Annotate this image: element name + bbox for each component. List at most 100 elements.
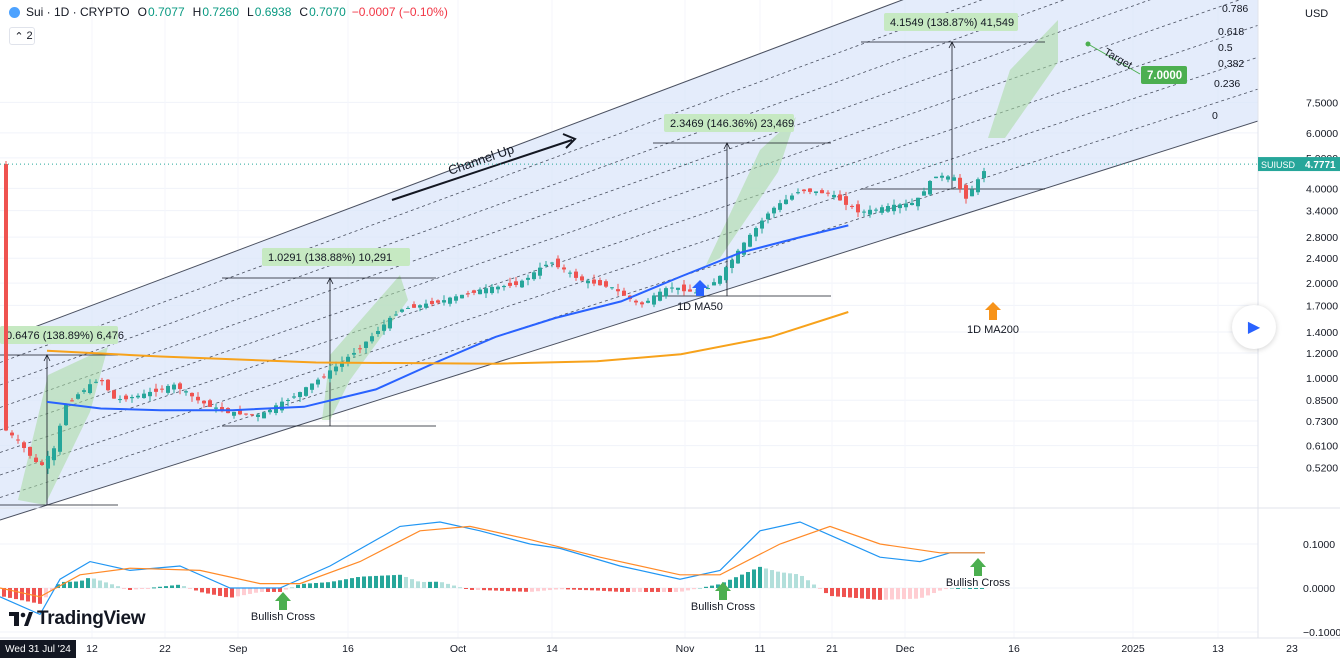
candle-body bbox=[172, 384, 176, 390]
candle-body bbox=[976, 179, 980, 193]
ma200-label: 1D MA200 bbox=[967, 324, 1019, 336]
macd-histogram-bar bbox=[704, 586, 708, 588]
macd-histogram-bar bbox=[908, 588, 912, 599]
macd-histogram-bar bbox=[554, 588, 558, 590]
candle-body bbox=[100, 380, 104, 382]
fib-level-label: 0.786 bbox=[1222, 3, 1248, 15]
symbol-title[interactable]: Sui · 1D · CRYPTO bbox=[26, 5, 130, 19]
macd-histogram-bar bbox=[254, 588, 258, 593]
candle-body bbox=[166, 385, 170, 393]
price-tick-label: 1.0000 bbox=[1306, 373, 1338, 385]
macd-histogram-bar bbox=[470, 588, 474, 590]
macd-histogram-bar bbox=[488, 588, 492, 591]
candle-body bbox=[760, 220, 764, 229]
range-label: 1.0291 (138.88%) 10,291 bbox=[268, 252, 392, 264]
candle-body bbox=[274, 405, 278, 414]
macd-histogram-bar bbox=[692, 588, 696, 590]
candle-body bbox=[430, 300, 434, 305]
macd-histogram-bar bbox=[332, 581, 336, 588]
time-tick-label: 16 bbox=[342, 643, 354, 655]
candle-body bbox=[952, 177, 956, 181]
macd-histogram-bar bbox=[548, 588, 552, 591]
candle-body bbox=[94, 381, 98, 383]
fib-level-label: 0.618 bbox=[1218, 26, 1244, 38]
candle-body bbox=[664, 288, 668, 297]
tradingview-logo[interactable]: TradingView bbox=[9, 608, 146, 630]
candle-body bbox=[604, 281, 608, 287]
macd-histogram-bar bbox=[536, 588, 540, 592]
candle-body bbox=[682, 284, 686, 292]
macd-histogram-bar bbox=[194, 588, 198, 591]
candle-body bbox=[754, 228, 758, 237]
macd-histogram-bar bbox=[206, 588, 210, 594]
candle-body bbox=[70, 400, 74, 402]
candle-body bbox=[802, 189, 806, 192]
candle-body bbox=[328, 370, 332, 379]
projection-band bbox=[988, 20, 1058, 138]
currency-label: USD bbox=[1305, 8, 1328, 20]
macd-histogram-bar bbox=[620, 588, 624, 592]
macd-histogram-bar bbox=[218, 588, 222, 596]
macd-histogram-bar bbox=[644, 588, 648, 592]
candle-body bbox=[718, 275, 722, 284]
macd-histogram-bar bbox=[482, 588, 486, 591]
time-tick-label: 13 bbox=[1212, 643, 1224, 655]
candle-body bbox=[238, 410, 242, 415]
macd-histogram-bar bbox=[434, 581, 438, 588]
macd-histogram-bar bbox=[398, 574, 402, 588]
candle-body bbox=[286, 399, 290, 401]
candle-body bbox=[928, 180, 932, 195]
candle-body bbox=[580, 276, 584, 281]
macd-histogram-bar bbox=[140, 588, 144, 589]
time-tick-label: Nov bbox=[676, 643, 695, 655]
candle-body bbox=[376, 331, 380, 335]
open-value: 0.7077 bbox=[147, 5, 185, 19]
macd-histogram-bar bbox=[428, 581, 432, 588]
candle-body bbox=[520, 280, 524, 288]
macd-histogram-bar bbox=[680, 588, 684, 592]
current-price-label: 4.7771 bbox=[1305, 160, 1336, 171]
candle-body bbox=[958, 177, 962, 189]
candle-body bbox=[532, 272, 536, 280]
candle-body bbox=[388, 317, 392, 329]
play-replay-button[interactable]: ▶ bbox=[1232, 305, 1276, 349]
candle-body bbox=[472, 290, 476, 293]
up-arrow-icon bbox=[692, 280, 708, 296]
candle-body bbox=[148, 391, 152, 397]
price-tick-label: 2.8000 bbox=[1306, 232, 1338, 244]
candle-body bbox=[598, 280, 602, 286]
up-arrow-icon bbox=[970, 558, 986, 576]
macd-histogram-bar bbox=[812, 584, 816, 588]
macd-histogram-bar bbox=[842, 588, 846, 598]
macd-tick-label: 0.1000 bbox=[1303, 539, 1335, 551]
candle-body bbox=[640, 302, 644, 305]
macd-histogram-bar bbox=[362, 576, 366, 588]
price-tick-label: 0.8500 bbox=[1306, 395, 1338, 407]
candle-body bbox=[826, 192, 830, 194]
macd-histogram-bar bbox=[416, 581, 420, 588]
macd-histogram-bar bbox=[242, 588, 246, 596]
range-label-bg bbox=[262, 248, 410, 266]
candle-body bbox=[262, 412, 266, 419]
candle-body bbox=[556, 258, 560, 268]
candle-body bbox=[856, 204, 860, 213]
macd-histogram-bar bbox=[212, 588, 216, 595]
candle-body bbox=[586, 280, 590, 284]
range-label: 0.6476 (138.89%) 6,476 bbox=[6, 330, 124, 342]
bullish-cross-label: Bullish Cross bbox=[251, 611, 316, 623]
indicators-toggle[interactable]: ⌃ 2 bbox=[9, 27, 35, 45]
candle-body bbox=[154, 388, 158, 392]
candle-body bbox=[82, 390, 86, 392]
macd-histogram-bar bbox=[854, 588, 858, 598]
macd-histogram-bar bbox=[404, 576, 408, 588]
range-label-bg bbox=[0, 326, 118, 344]
candle-body bbox=[214, 407, 218, 409]
macd-histogram-bar bbox=[920, 588, 924, 598]
macd-histogram-bar bbox=[578, 588, 582, 590]
candle-body bbox=[838, 194, 842, 201]
candle-body bbox=[676, 287, 680, 290]
projection-band bbox=[706, 117, 796, 265]
range-arrow-icon bbox=[723, 142, 731, 150]
